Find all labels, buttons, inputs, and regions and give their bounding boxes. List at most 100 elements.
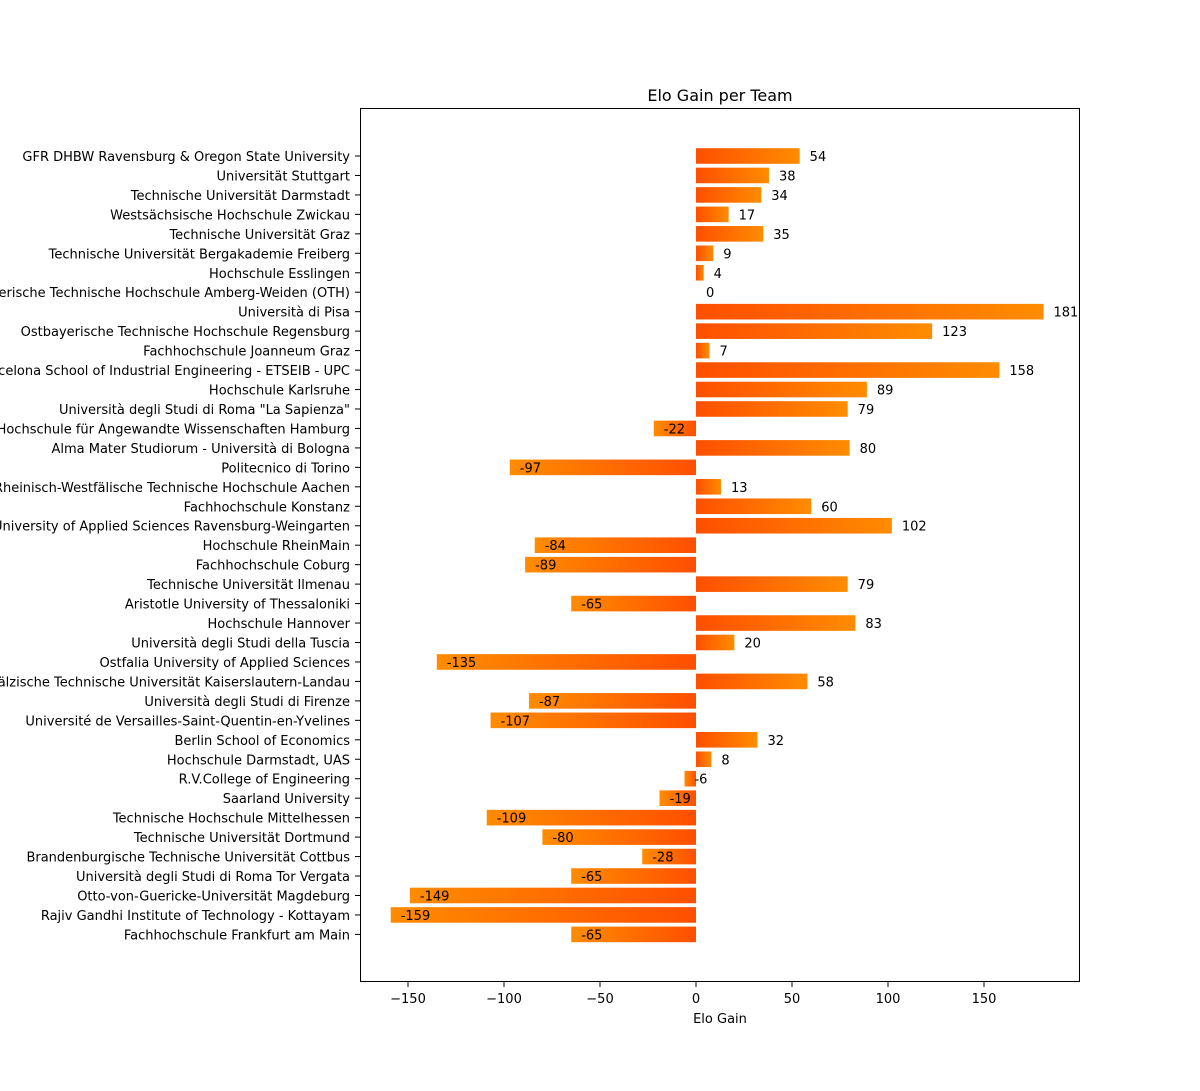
- category-label: Alma Mater Studiorum - Università di Bol…: [51, 442, 350, 457]
- x-tick-label: −100: [486, 992, 522, 1007]
- data-label: 0: [706, 286, 714, 301]
- x-tick-label: 0: [692, 992, 700, 1007]
- bar: [696, 732, 758, 748]
- bar: [696, 517, 892, 534]
- bar: [696, 634, 735, 651]
- bar: [642, 848, 696, 865]
- category-label: Technische Universität Ilmenau: [146, 578, 350, 593]
- data-label: 89: [877, 384, 894, 399]
- data-label: 17: [739, 208, 756, 223]
- data-label: -135: [447, 656, 477, 671]
- data-label: 83: [865, 617, 882, 632]
- bar: [490, 712, 696, 729]
- bar: [486, 809, 696, 826]
- category-label: Hochschule Darmstadt, UAS: [167, 753, 350, 768]
- bar: [534, 537, 696, 553]
- bar: [571, 926, 696, 943]
- category-label: Technische Universität Darmstadt: [130, 189, 350, 204]
- category-label: Technische Hochschule Mittelhessen: [112, 812, 350, 827]
- bar: [696, 303, 1044, 320]
- data-label: -159: [401, 909, 431, 924]
- data-label: 158: [1009, 364, 1034, 379]
- category-label: Westsächsische Hochschule Zwickau: [110, 208, 350, 223]
- category-label: Università di Pisa: [238, 306, 350, 321]
- data-label: 34: [771, 189, 788, 204]
- category-label: Università degli Studi di Firenze: [144, 695, 350, 710]
- category-label: Rheinisch-Westfälische Technische Hochsc…: [0, 481, 350, 496]
- data-label: -149: [420, 889, 450, 904]
- data-label: 13: [731, 481, 748, 496]
- bar: [696, 498, 812, 515]
- data-label: 79: [858, 403, 875, 418]
- bar: [696, 206, 729, 223]
- data-labels: 543834173594018112371588979-2280-9713601…: [401, 150, 1079, 943]
- bar: [390, 907, 696, 923]
- data-label: -19: [670, 792, 691, 807]
- category-label: Ostbayerische Technische Hochschule Rege…: [21, 325, 350, 340]
- bar: [696, 226, 764, 242]
- bar: [696, 187, 762, 203]
- category-label: Fachhochschule Konstanz: [184, 500, 351, 515]
- bar: [409, 887, 696, 904]
- x-axis: −150 −100 −50 0 50 100 150: [390, 982, 996, 1007]
- bar: [528, 693, 696, 709]
- category-label: Università degli Studi di Roma "La Sapie…: [59, 403, 350, 418]
- category-label: Ostbayerische Technische Hochschule Ambe…: [0, 286, 350, 301]
- plot-area: [360, 108, 1080, 982]
- data-label: 123: [942, 325, 967, 340]
- bar: [696, 323, 933, 339]
- category-label: Hochschule RheinMain: [203, 539, 350, 554]
- data-label: 80: [860, 442, 877, 457]
- data-label: -97: [520, 461, 541, 476]
- bar: [525, 556, 696, 573]
- data-label: 7: [719, 345, 727, 360]
- category-label: Fachhochschule Joanneum Graz: [143, 345, 350, 360]
- data-label: -28: [652, 851, 673, 866]
- bar: [696, 401, 848, 417]
- data-label: -87: [539, 695, 560, 710]
- bar: [696, 673, 808, 690]
- data-label: 58: [817, 675, 834, 690]
- data-label: 9: [723, 247, 731, 262]
- category-label: Universität Stuttgart: [216, 169, 350, 184]
- data-label: -84: [545, 539, 566, 554]
- bar: [696, 479, 721, 495]
- category-label: Università degli Studi della Tuscia: [131, 637, 350, 652]
- data-label: -22: [664, 422, 685, 437]
- category-label: University of Applied Sciences Ravensbur…: [0, 520, 350, 535]
- data-label: 79: [858, 578, 875, 593]
- category-label: Rheinland-Pfälzische Technische Universi…: [0, 675, 350, 690]
- x-tick-label: −150: [390, 992, 426, 1007]
- bar: [653, 420, 696, 437]
- bar: [659, 790, 696, 806]
- category-label: Hochschule Esslingen: [209, 267, 350, 282]
- category-label: Otto-von-Guericke-Universität Magdeburg: [77, 889, 350, 904]
- data-label: 20: [744, 637, 761, 652]
- bar: [696, 148, 800, 164]
- category-label: Aristotle University of Thessaloniki: [125, 598, 350, 613]
- data-label: -65: [581, 870, 602, 885]
- data-label: -107: [501, 714, 531, 729]
- bar: [696, 245, 714, 262]
- data-label: 4: [714, 267, 722, 282]
- data-label: 102: [902, 520, 927, 535]
- bar: [696, 576, 848, 592]
- plot-frame: [360, 108, 1080, 982]
- data-label: -65: [581, 598, 602, 613]
- bar: [542, 829, 696, 845]
- bar: [571, 595, 696, 612]
- category-label: Ostfalia University of Applied Sciences: [99, 656, 350, 671]
- category-label: Hochschule Karlsruhe: [209, 384, 350, 399]
- bar: [509, 459, 696, 476]
- y-axis: GFR DHBW Ravensburg & Oregon State Unive…: [0, 150, 360, 943]
- data-label: -65: [581, 928, 602, 943]
- data-label: 8: [721, 753, 729, 768]
- category-label: Hochschule Hannover: [208, 617, 351, 632]
- chart-title: Elo Gain per Team: [647, 86, 792, 105]
- category-label: Berlin School of Economics: [174, 734, 350, 749]
- bar: [696, 751, 712, 768]
- data-label: -89: [535, 559, 556, 574]
- x-tick-label: 150: [972, 992, 997, 1007]
- category-label: Università degli Studi di Roma Tor Verga…: [76, 870, 350, 885]
